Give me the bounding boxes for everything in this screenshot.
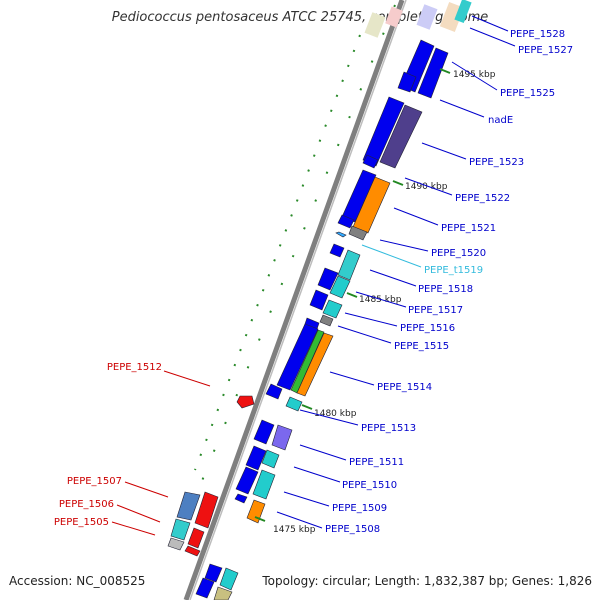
tick-label: 1495 kbp: [453, 70, 496, 80]
gene-label: PEPE_1512: [107, 362, 162, 373]
gene-label: PEPE_1509: [332, 503, 387, 514]
gene-label: PEPE_1508: [325, 524, 380, 535]
gene-label: PEPE_1525: [500, 88, 555, 99]
gene-label: PEPE_1511: [349, 457, 404, 468]
gene-nadE: [362, 96, 405, 167]
gene-label: PEPE_1518: [418, 284, 473, 295]
tick-label: 1490 kbp: [405, 182, 448, 192]
gene-PEPE_1507: [176, 491, 201, 521]
top-faded-features: [364, 0, 472, 38]
gene-label: PEPE_1527: [518, 45, 573, 56]
accession-text: Accession: NC_008525: [9, 574, 146, 588]
gene-label: PEPE_1520: [431, 248, 486, 259]
gene-PEPE_1525: [417, 47, 449, 99]
topology-text: Topology: circular; Length: 1,832,387 bp…: [262, 574, 592, 588]
gene-label: PEPE_1510: [342, 480, 397, 491]
gene-label: PEPE_1523: [469, 157, 524, 168]
outer-dotted-track-2: [177, 4, 396, 541]
gene-label: PEPE_1513: [361, 423, 416, 434]
tick-label: 1485 kbp: [359, 295, 402, 305]
gene-label: PEPE_1506: [59, 499, 114, 510]
tick-label: 1475 kbp: [273, 525, 316, 535]
gene-label: PEPE_1515: [394, 341, 449, 352]
gene-PEPE_1514: [276, 323, 319, 391]
gene-PEPE_1512: [236, 395, 255, 409]
gene-label: PEPE_1517: [408, 305, 463, 316]
kbp-ticks: [254, 68, 451, 522]
kbp-tick-labels: 1495 kbp 1490 kbp 1485 kbp 1480 kbp 1475…: [273, 70, 496, 535]
gene-label: nadE: [488, 115, 513, 126]
gene-PEPE_1505: [170, 518, 191, 541]
reverse-strand-features: [167, 395, 255, 600]
gene-label: PEPE_1528: [510, 29, 565, 40]
gene-label: PEPE_1522: [455, 193, 510, 204]
gene-labels: PEPE_1528 PEPE_1527 PEPE_1525 nadE PEPE_…: [54, 29, 573, 535]
label-leaders: [111, 15, 516, 536]
gene-label: PEPE_1516: [400, 323, 455, 334]
tick-label: 1480 kbp: [314, 409, 357, 419]
gene-label: PEPE_1521: [441, 223, 496, 234]
gene-label: PEPE_1505: [54, 517, 109, 528]
gene-label: PEPE_t1519: [424, 265, 483, 276]
gene-PEPE_t1519: [337, 249, 361, 281]
gene-PEPE_1513: [253, 419, 275, 445]
gene-PEPE_1506: [194, 491, 219, 529]
genome-backbone: [183, 0, 407, 600]
gene-label: PEPE_1507: [67, 476, 122, 487]
gene-features: [234, 39, 449, 524]
gene-label: PEPE_1514: [377, 382, 432, 393]
